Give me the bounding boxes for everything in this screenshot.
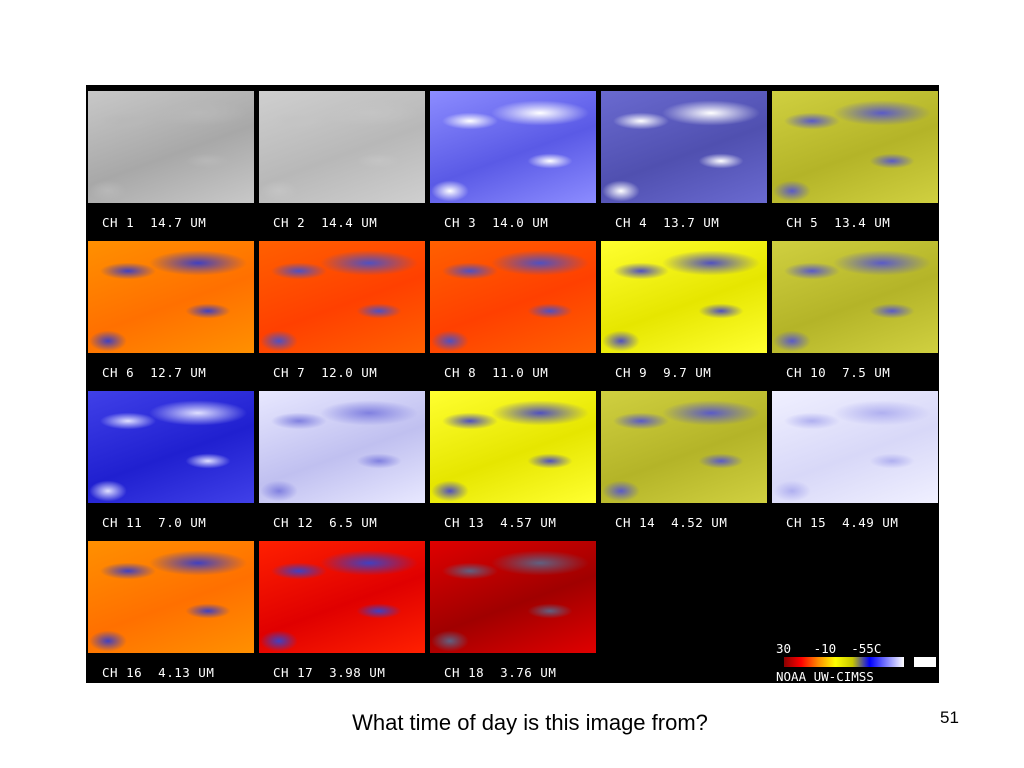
channel-panel: CH 4 13.7 UM <box>599 85 769 235</box>
channel-label: CH 14 4.52 UM <box>615 515 728 530</box>
channel-panel: CH 8 11.0 UM <box>428 235 598 385</box>
channel-label: CH 12 6.5 UM <box>273 515 378 530</box>
channel-image <box>601 391 767 503</box>
channel-label: CH 1 14.7 UM <box>102 215 207 230</box>
channel-label: CH 8 11.0 UM <box>444 365 549 380</box>
scale-labels: 30 -10 -55C <box>776 641 882 656</box>
channel-image <box>772 91 938 203</box>
image-credit: NOAA UW-CIMSS <box>776 669 874 683</box>
channel-panel: CH 7 12.0 UM <box>257 235 427 385</box>
channel-panel: CH 18 3.76 UM <box>428 535 598 683</box>
channel-panel: CH 9 9.7 UM <box>599 235 769 385</box>
page-number: 51 <box>940 708 959 727</box>
channel-image <box>259 541 425 653</box>
channel-label: CH 4 13.7 UM <box>615 215 720 230</box>
channel-image <box>430 241 596 353</box>
channel-panel: CH 10 7.5 UM <box>770 235 939 385</box>
channel-image <box>601 241 767 353</box>
channel-label: CH 5 13.4 UM <box>786 215 891 230</box>
channel-image <box>772 391 938 503</box>
channel-panel: CH 5 13.4 UM <box>770 85 939 235</box>
channel-label: CH 11 7.0 UM <box>102 515 207 530</box>
channel-label: CH 2 14.4 UM <box>273 215 378 230</box>
channel-panel: CH 17 3.98 UM <box>257 535 427 683</box>
channel-label: CH 13 4.57 UM <box>444 515 557 530</box>
channel-panel: CH 15 4.49 UM <box>770 385 939 535</box>
channel-label: CH 3 14.0 UM <box>444 215 549 230</box>
channel-panel: CH 2 14.4 UM <box>257 85 427 235</box>
channel-image <box>430 541 596 653</box>
channel-panel: CH 12 6.5 UM <box>257 385 427 535</box>
satellite-channel-figure: CH 1 14.7 UM CH 2 14.4 UM CH 3 14.0 UM CH 4… <box>86 85 939 683</box>
temperature-color-scale: 30 -10 -55C NOAA UW-CIMSS <box>776 641 936 683</box>
channel-image <box>772 241 938 353</box>
channel-label: CH 9 9.7 UM <box>615 365 712 380</box>
channel-label: CH 17 3.98 UM <box>273 665 386 680</box>
channel-image <box>601 91 767 203</box>
slide-caption: What time of day is this image from? <box>352 710 708 735</box>
channel-panel: CH 6 12.7 UM <box>86 235 256 385</box>
channel-panel: CH 1 14.7 UM <box>86 85 256 235</box>
channel-panel: CH 16 4.13 UM <box>86 535 256 683</box>
channel-image <box>259 391 425 503</box>
channel-panel: CH 13 4.57 UM <box>428 385 598 535</box>
channel-panel: CH 3 14.0 UM <box>428 85 598 235</box>
channel-panel: CH 14 4.52 UM <box>599 385 769 535</box>
channel-label: CH 10 7.5 UM <box>786 365 891 380</box>
channel-label: CH 6 12.7 UM <box>102 365 207 380</box>
channel-panel: CH 11 7.0 UM <box>86 385 256 535</box>
channel-image <box>88 541 254 653</box>
channel-image <box>430 391 596 503</box>
channel-image <box>259 241 425 353</box>
channel-label: CH 18 3.76 UM <box>444 665 557 680</box>
channel-image <box>259 91 425 203</box>
channel-label: CH 7 12.0 UM <box>273 365 378 380</box>
channel-label: CH 15 4.49 UM <box>786 515 899 530</box>
channel-image <box>88 391 254 503</box>
channel-label: CH 16 4.13 UM <box>102 665 215 680</box>
channel-image <box>430 91 596 203</box>
channel-image <box>88 91 254 203</box>
channel-image <box>88 241 254 353</box>
scale-gradient-bar <box>784 657 904 667</box>
scale-white-swatch <box>914 657 936 667</box>
